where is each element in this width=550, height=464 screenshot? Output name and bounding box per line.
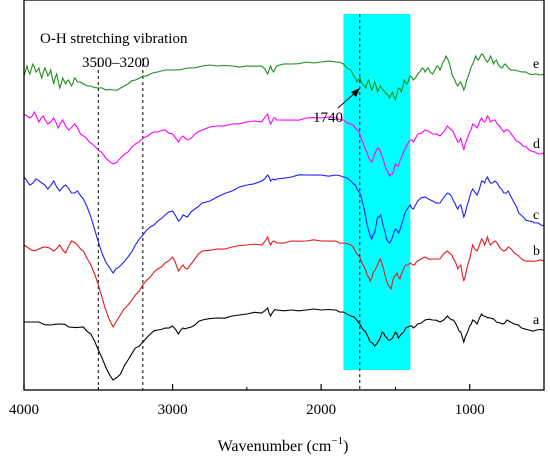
- series-label-b: b: [533, 244, 540, 259]
- series-line-a: [24, 306, 545, 381]
- x-axis-label-sup: −1: [331, 435, 343, 447]
- x-tick-label-1000: 1000: [455, 402, 485, 418]
- oh-annotation-title: O-H stretching vibration: [40, 31, 188, 47]
- x-tick-label-3000: 3000: [158, 402, 188, 418]
- series-label-a: a: [533, 313, 540, 328]
- x-axis-label-main: Wavenumber (cm: [218, 438, 332, 455]
- series-line-e: [23, 53, 545, 102]
- series-line-c: [23, 174, 545, 274]
- series-label-c: c: [533, 208, 539, 223]
- peak-label-1740: 1740: [313, 110, 343, 126]
- series-label-d: d: [533, 137, 540, 152]
- x-axis-label: Wavenumber (cm−1): [218, 435, 349, 455]
- peak-arrow-shaft: [337, 91, 357, 109]
- oh-annotation-range: 3500–3200: [82, 55, 150, 71]
- plot-frame: [23, 0, 545, 391]
- series-line-b: [23, 235, 545, 329]
- plot-background: [24, 0, 544, 390]
- highlight-band: [343, 14, 411, 370]
- series-label-e: e: [533, 57, 539, 72]
- peak-arrow-head: [351, 88, 360, 97]
- x-axis-label-close: ): [343, 438, 348, 455]
- x-tick-label-2000: 2000: [306, 402, 336, 418]
- series-line-d: [23, 110, 545, 178]
- x-tick-label-4000: 4000: [9, 402, 39, 418]
